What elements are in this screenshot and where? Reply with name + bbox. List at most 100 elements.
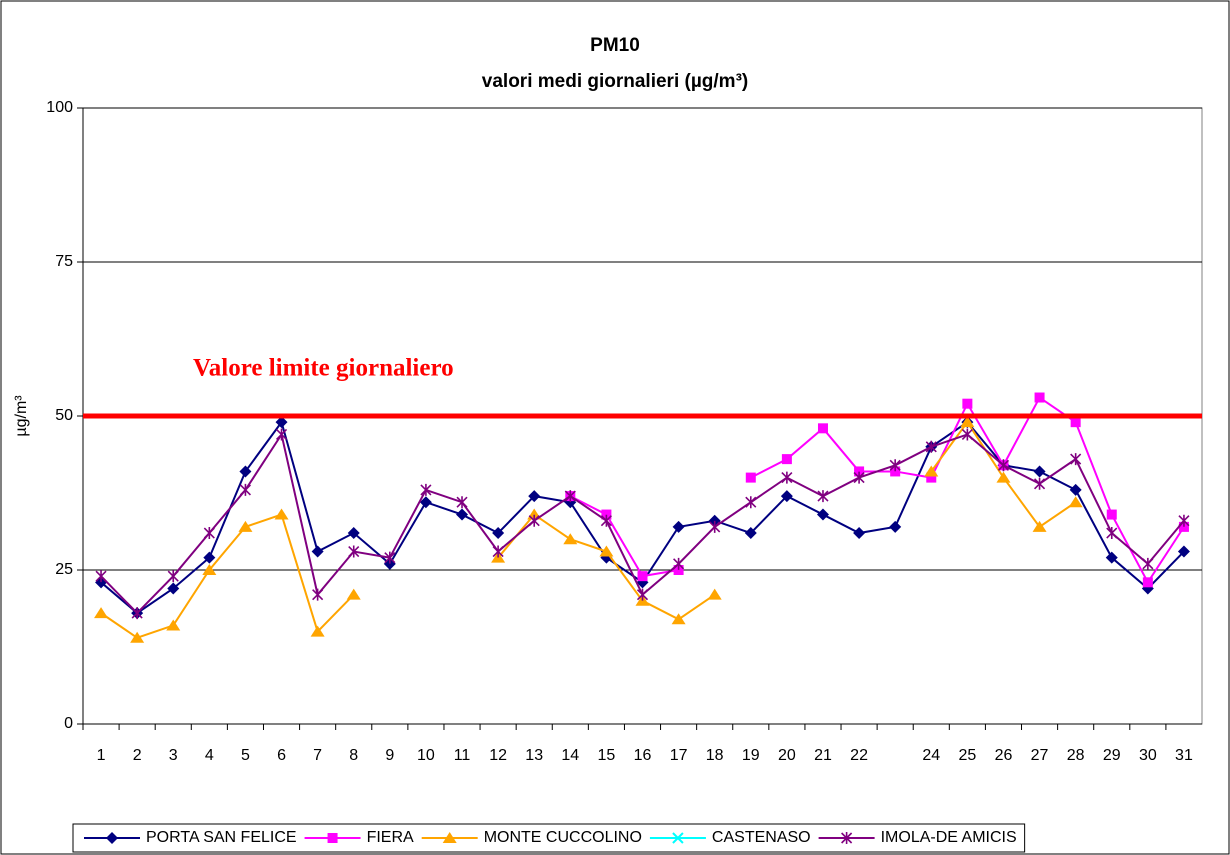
marker bbox=[962, 398, 973, 409]
chart-title: PM10 bbox=[590, 35, 640, 56]
marker bbox=[275, 428, 288, 441]
marker bbox=[166, 619, 181, 631]
x-tick-label: 29 bbox=[1103, 747, 1121, 764]
marker bbox=[94, 607, 109, 619]
marker bbox=[924, 465, 939, 477]
legend-label: FIERA bbox=[367, 829, 414, 846]
marker bbox=[745, 496, 757, 509]
x-tick-label: 18 bbox=[706, 747, 724, 764]
x-tick-label: 6 bbox=[277, 747, 286, 764]
y-tick-label: 0 bbox=[64, 715, 73, 732]
marker bbox=[1178, 514, 1190, 527]
y-tick-label: 100 bbox=[46, 99, 73, 116]
x-tick-label: 26 bbox=[995, 747, 1013, 764]
x-tick-label: 7 bbox=[313, 747, 322, 764]
marker bbox=[312, 588, 324, 601]
y-axis-label: µg/m³ bbox=[13, 395, 30, 437]
marker bbox=[1106, 509, 1117, 520]
legend-marker bbox=[327, 833, 338, 843]
legend-label: CASTENASO bbox=[712, 829, 811, 846]
marker bbox=[707, 588, 722, 600]
x-tick-label: 8 bbox=[349, 747, 358, 764]
marker bbox=[1106, 527, 1118, 540]
marker bbox=[853, 471, 865, 484]
marker bbox=[1177, 545, 1190, 558]
marker bbox=[348, 545, 360, 558]
x-tick-label: 3 bbox=[169, 747, 178, 764]
marker bbox=[420, 483, 432, 496]
marker bbox=[780, 490, 793, 503]
x-tick-label: 15 bbox=[598, 747, 616, 764]
marker bbox=[673, 565, 684, 575]
marker bbox=[167, 582, 180, 595]
marker bbox=[1142, 557, 1154, 570]
marker bbox=[889, 520, 902, 533]
marker bbox=[203, 527, 215, 540]
legend-marker bbox=[106, 832, 118, 844]
marker bbox=[1068, 496, 1083, 508]
marker bbox=[1142, 577, 1153, 588]
legend-label: PORTA SAN FELICE bbox=[146, 829, 297, 846]
x-tick-label: 31 bbox=[1175, 747, 1193, 764]
y-tick-label: 75 bbox=[55, 253, 73, 270]
marker bbox=[1033, 477, 1046, 490]
x-tick-label: 28 bbox=[1067, 747, 1085, 764]
marker bbox=[1032, 520, 1047, 532]
marker bbox=[745, 472, 756, 483]
marker bbox=[167, 570, 179, 583]
x-tick-label: 21 bbox=[814, 747, 832, 764]
marker bbox=[817, 490, 829, 503]
marker bbox=[1070, 453, 1082, 466]
x-tick-label: 17 bbox=[670, 747, 688, 764]
chart-subtitle: valori medi giornalieri (µg/m³) bbox=[482, 71, 748, 92]
marker bbox=[781, 471, 793, 484]
legend-marker bbox=[442, 832, 457, 843]
marker bbox=[889, 459, 901, 472]
marker bbox=[492, 545, 504, 558]
marker bbox=[816, 508, 829, 521]
marker bbox=[673, 557, 685, 570]
marker bbox=[131, 607, 143, 620]
marker bbox=[384, 551, 396, 564]
x-tick-label: 25 bbox=[958, 747, 976, 764]
marker bbox=[202, 564, 217, 575]
marker bbox=[672, 520, 685, 533]
x-tick-label: 5 bbox=[241, 747, 250, 764]
marker bbox=[311, 545, 324, 558]
marker bbox=[600, 514, 612, 527]
marker bbox=[601, 509, 612, 520]
marker bbox=[671, 613, 686, 625]
marker bbox=[456, 496, 468, 509]
x-tick-label: 12 bbox=[489, 747, 507, 764]
marker bbox=[744, 527, 757, 540]
marker bbox=[528, 490, 541, 503]
marker bbox=[1033, 465, 1046, 478]
marker bbox=[926, 472, 937, 483]
marker bbox=[95, 570, 107, 583]
x-tick-label: 22 bbox=[850, 747, 868, 764]
x-tick-label: 10 bbox=[417, 747, 435, 764]
x-tick-label: 13 bbox=[525, 747, 543, 764]
marker bbox=[275, 416, 288, 429]
marker bbox=[817, 423, 828, 434]
y-tick-label: 50 bbox=[55, 407, 73, 424]
marker bbox=[890, 466, 901, 477]
legend-marker bbox=[841, 832, 853, 844]
marker bbox=[781, 454, 792, 465]
marker bbox=[528, 514, 540, 527]
marker bbox=[853, 527, 866, 540]
marker bbox=[563, 533, 578, 545]
marker bbox=[960, 416, 975, 428]
marker bbox=[961, 428, 973, 441]
legend: PORTA SAN FELICE FIERA MONTE CUCCOLINO CAST… bbox=[72, 823, 1026, 853]
marker bbox=[854, 466, 865, 477]
marker bbox=[274, 508, 289, 520]
marker bbox=[492, 527, 505, 540]
marker bbox=[1178, 521, 1189, 532]
x-tick-label: 27 bbox=[1031, 747, 1049, 764]
x-tick-label: 19 bbox=[742, 747, 760, 764]
limit-label: Valore limite giornaliero bbox=[193, 355, 454, 382]
marker bbox=[347, 527, 360, 540]
